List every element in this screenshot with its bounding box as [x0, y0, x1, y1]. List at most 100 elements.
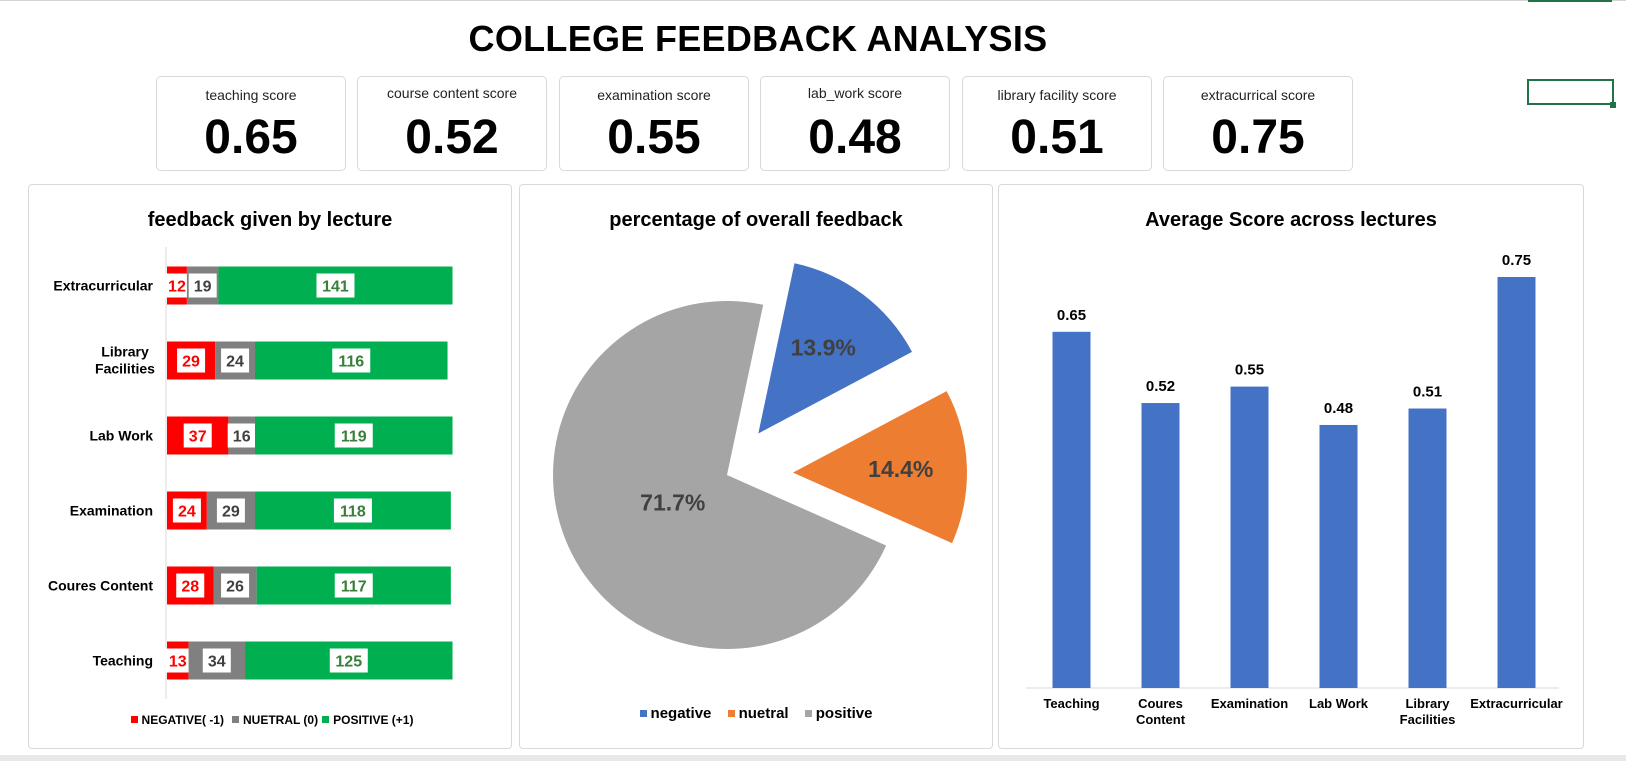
chart-legend: NEGATIVE( -1) NUETRAL (0) POSITIVE (+1)	[29, 713, 511, 727]
legend-label: NEGATIVE( -1)	[141, 713, 224, 727]
data-label: 16	[233, 429, 251, 446]
chart-title: percentage of overall feedback	[609, 209, 903, 231]
kpi-label: course content score	[387, 85, 517, 101]
dashboard-title: COLLEGE FEEDBACK ANALYSIS	[468, 18, 1048, 59]
legend-label: positive	[815, 705, 873, 722]
tick-label: Examination	[1211, 696, 1288, 711]
data-label-box	[172, 498, 201, 523]
legend-label: nuetral	[738, 705, 789, 722]
legend-swatch	[322, 716, 330, 723]
category-label: Facilities	[95, 361, 155, 377]
pie-plot: 13.9% 14.4% 71.7%	[553, 263, 967, 649]
data-label: 0.52	[1146, 378, 1175, 395]
data-label: 24	[178, 504, 196, 521]
bar	[1052, 331, 1091, 688]
legend-swatch	[639, 710, 647, 717]
category-label: Coures Content	[48, 578, 153, 594]
bar	[1230, 386, 1269, 688]
tick-label: Facilities	[1400, 712, 1456, 727]
kpi-card-library-facility[interactable]: library facility score 0.51	[962, 76, 1152, 171]
data-label: 24	[226, 354, 244, 371]
sheet-bottom-edge	[0, 755, 1626, 761]
data-label: 26	[226, 579, 244, 596]
tick-label: Content	[1136, 712, 1186, 727]
chart-title: feedback given by lecture	[147, 209, 393, 231]
kpi-value: 0.51	[1010, 111, 1104, 164]
data-label: 118	[340, 504, 366, 521]
chart-title: Average Score across lectures	[1145, 209, 1437, 231]
kpi-value: 0.65	[204, 111, 298, 164]
data-label: 13.9%	[791, 334, 856, 360]
kpi-card-course-content[interactable]: course content score 0.52	[357, 76, 547, 171]
data-label: 29	[222, 504, 240, 521]
tick-label: Lab Work	[1309, 696, 1369, 711]
legend-swatch	[231, 716, 239, 723]
chart-feedback-by-lecture[interactable]: feedback given by lecture Extracurricula…	[28, 184, 512, 749]
data-label-box	[163, 648, 192, 673]
chart-average-score[interactable]: Average Score across lectures 0.65 Teachi…	[998, 184, 1584, 749]
data-label: 29	[182, 354, 200, 371]
kpi-value: 0.48	[808, 111, 902, 164]
data-label: 19	[194, 279, 212, 296]
data-label: 0.48	[1324, 400, 1353, 417]
data-label: 0.51	[1413, 384, 1442, 401]
category-label: Lab Work	[89, 428, 153, 444]
data-label-box	[332, 348, 371, 373]
category-label: Library	[101, 344, 149, 360]
pie-slice	[792, 391, 967, 544]
legend-swatch	[804, 710, 812, 717]
data-label-box	[334, 573, 373, 598]
pie-slice	[758, 263, 912, 434]
data-label: 13	[169, 654, 187, 671]
data-label: 117	[341, 579, 367, 596]
data-label-box	[221, 348, 250, 373]
kpi-card-lab-work[interactable]: lab_work score 0.48	[760, 76, 950, 171]
kpi-value: 0.75	[1211, 111, 1305, 164]
category-label: Examination	[70, 503, 153, 519]
fill-handle[interactable]	[1610, 102, 1616, 108]
pie-slice	[553, 300, 887, 649]
data-label: 12	[168, 279, 186, 296]
data-label: 34	[208, 654, 226, 671]
legend-label: negative	[650, 705, 712, 722]
data-label: 14.4%	[868, 456, 933, 482]
kpi-value: 0.52	[405, 111, 499, 164]
kpi-card-examination[interactable]: examination score 0.55	[559, 76, 749, 171]
data-label-box	[334, 423, 373, 448]
legend-swatch	[727, 710, 735, 717]
data-label: 0.55	[1235, 362, 1264, 379]
legend-label: NUETRAL (0)	[242, 713, 319, 727]
kpi-label: library facility score	[997, 87, 1117, 103]
kpi-card-teaching[interactable]: teaching score 0.65	[156, 76, 346, 171]
legend-item-nuetral: nuetral	[727, 705, 789, 722]
legend-item-negative: NEGATIVE( -1)	[130, 713, 224, 727]
data-label-box	[176, 573, 205, 598]
kpi-label: lab_work score	[807, 85, 903, 101]
data-label-box	[333, 498, 372, 523]
sheet-top-border	[0, 0, 1626, 1]
kpi-value: 0.55	[607, 111, 701, 164]
data-label: 141	[322, 279, 349, 296]
data-label-box	[227, 423, 256, 448]
legend-label: POSITIVE (+1)	[333, 713, 414, 727]
tick-label: Library	[1405, 696, 1450, 711]
kpi-card-extracurricular[interactable]: extracurrical score 0.75	[1163, 76, 1353, 171]
tick-label: Teaching	[1043, 696, 1099, 711]
data-label: 125	[335, 654, 362, 671]
kpi-label: teaching score	[205, 87, 297, 103]
category-label: Teaching	[93, 653, 153, 669]
data-label-box	[316, 273, 355, 298]
selected-cell[interactable]	[1527, 79, 1614, 105]
bar	[1497, 277, 1536, 688]
kpi-label: examination score	[597, 87, 711, 103]
data-label: 28	[181, 579, 199, 596]
data-label: 37	[189, 429, 207, 446]
active-column-indicator	[1528, 0, 1612, 2]
bar	[1408, 408, 1447, 688]
legend-item-negative: negative	[639, 705, 712, 722]
tick-label: Coures	[1138, 696, 1183, 711]
legend-swatch	[130, 716, 138, 723]
chart-overall-feedback[interactable]: percentage of overall feedback 13.9% 14.4…	[519, 184, 993, 749]
bar	[1319, 424, 1358, 688]
